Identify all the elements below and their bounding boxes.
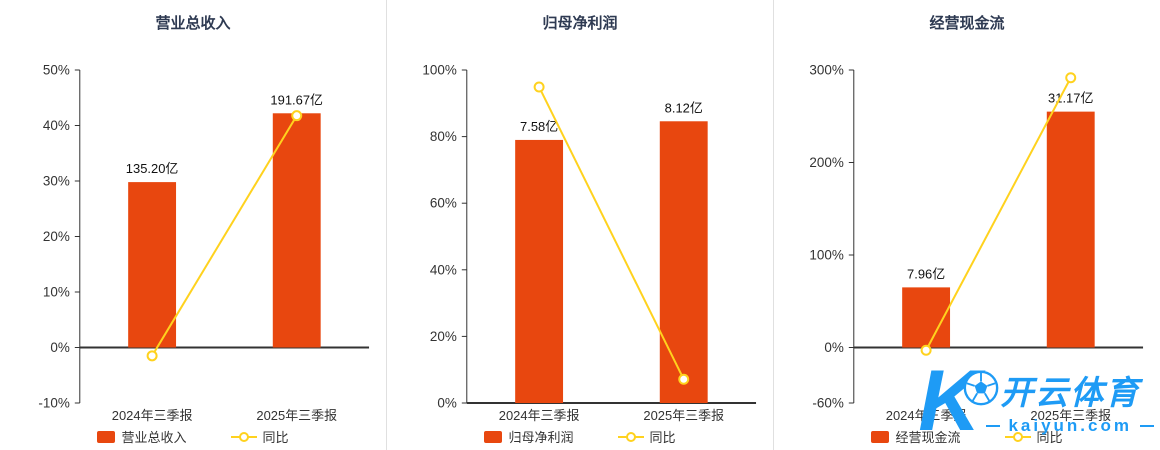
chart-legend: 营业总收入 同比 [0, 427, 386, 446]
svg-text:80%: 80% [430, 129, 457, 144]
svg-text:20%: 20% [430, 329, 457, 344]
legend-item-bar[interactable]: 归母净利润 [484, 427, 574, 446]
legend-item-line[interactable]: 同比 [617, 427, 676, 446]
svg-text:8.12亿: 8.12亿 [665, 100, 703, 115]
svg-text:50%: 50% [43, 62, 70, 77]
legend-label: 经营现金流 [895, 430, 961, 445]
legend-label: 归母净利润 [508, 430, 574, 445]
legend-item-line[interactable]: 同比 [230, 427, 289, 446]
svg-text:300%: 300% [809, 62, 843, 77]
svg-text:30%: 30% [43, 173, 70, 188]
chart-legend: 归母净利润 同比 [387, 427, 773, 446]
line-swatch-icon [230, 431, 257, 443]
legend-label: 同比 [1036, 430, 1063, 445]
legend-label: 同比 [649, 430, 676, 445]
svg-text:10%: 10% [43, 284, 70, 299]
svg-text:7.96亿: 7.96亿 [907, 266, 945, 281]
svg-text:2025年三季报: 2025年三季报 [256, 408, 337, 423]
net-profit-chart-plot: 100% 80% 60% 40% 20% 0% 7.58亿 8.12亿 2024年三季报 2025… [422, 62, 757, 423]
svg-text:2025年三季报: 2025年三季报 [1030, 408, 1111, 423]
net-profit-chart-panel: 归母净利润 100% 80% 60% 40% 20% 0% 7.58亿 8.12亿 2024年三… [386, 0, 773, 450]
cash-flow-chart-panel: 经营现金流 300% 200% 100% 0% -60% 7.96亿 31.17亿 2024年… [773, 0, 1160, 450]
chart-title: 营业总收入 [155, 15, 231, 32]
legend-item-line[interactable]: 同比 [1004, 427, 1063, 446]
svg-text:40%: 40% [43, 118, 70, 133]
legend-label: 营业总收入 [121, 430, 187, 445]
bar-swatch-icon [97, 430, 116, 443]
svg-text:60%: 60% [430, 196, 457, 211]
svg-text:191.67亿: 191.67亿 [270, 92, 323, 107]
revenue-chart-panel: 营业总收入 50% 40% 30% 20% 10% 0% -10% 135.20亿 191.67… [0, 0, 386, 450]
bar-swatch-icon [871, 430, 890, 443]
svg-text:100%: 100% [809, 247, 843, 262]
svg-text:100%: 100% [422, 62, 456, 77]
svg-text:0%: 0% [824, 340, 843, 355]
svg-text:2025年三季报: 2025年三季报 [643, 408, 724, 423]
svg-text:40%: 40% [430, 262, 457, 277]
revenue-chart-plot: 50% 40% 30% 20% 10% 0% -10% 135.20亿 191.67亿 2024年… [38, 62, 370, 423]
svg-text:135.20亿: 135.20亿 [126, 161, 179, 176]
svg-text:-10%: -10% [38, 395, 69, 410]
svg-text:0%: 0% [437, 395, 456, 410]
legend-label: 同比 [262, 430, 289, 445]
svg-text:200%: 200% [809, 155, 843, 170]
chart-title: 经营现金流 [929, 15, 1005, 32]
svg-text:2024年三季报: 2024年三季报 [499, 408, 580, 423]
svg-text:20%: 20% [43, 229, 70, 244]
line-swatch-icon [617, 431, 644, 443]
svg-text:-60%: -60% [812, 395, 843, 410]
svg-text:0%: 0% [50, 340, 69, 355]
bar-swatch-icon [484, 430, 503, 443]
cash-flow-chart-plot: 300% 200% 100% 0% -60% 7.96亿 31.17亿 2024年三季报 202… [809, 62, 1144, 423]
svg-text:7.58亿: 7.58亿 [520, 119, 558, 134]
chart-legend: 经营现金流 同比 [774, 427, 1160, 446]
chart-title: 归母净利润 [542, 15, 618, 32]
svg-text:31.17亿: 31.17亿 [1048, 91, 1093, 106]
svg-text:2024年三季报: 2024年三季报 [112, 408, 193, 423]
legend-item-bar[interactable]: 营业总收入 [97, 427, 187, 446]
line-swatch-icon [1004, 431, 1031, 443]
svg-text:2024年三季报: 2024年三季报 [886, 408, 967, 423]
legend-item-bar[interactable]: 经营现金流 [871, 427, 961, 446]
